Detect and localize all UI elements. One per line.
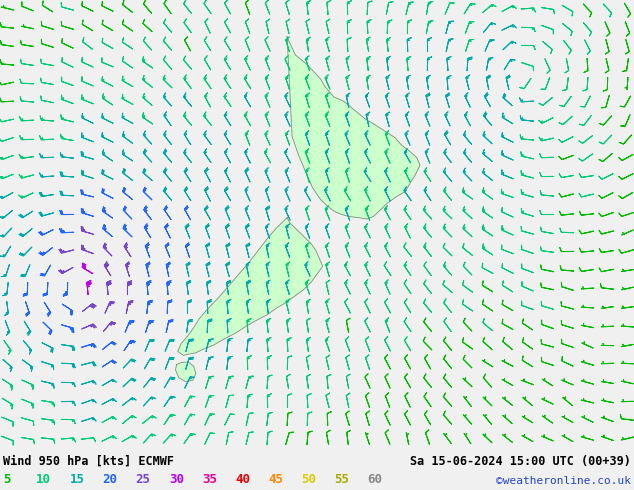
Text: 45: 45 — [268, 473, 283, 487]
Text: 10: 10 — [36, 473, 51, 487]
Polygon shape — [178, 218, 323, 355]
Text: Sa 15-06-2024 15:00 UTC (00+39): Sa 15-06-2024 15:00 UTC (00+39) — [410, 455, 631, 468]
Polygon shape — [287, 37, 420, 219]
Text: 60: 60 — [368, 473, 383, 487]
Text: 15: 15 — [70, 473, 84, 487]
Text: ©weatheronline.co.uk: ©weatheronline.co.uk — [496, 476, 631, 487]
Text: Wind 950 hPa [kts] ECMWF: Wind 950 hPa [kts] ECMWF — [3, 455, 174, 468]
Text: 30: 30 — [169, 473, 184, 487]
Text: 55: 55 — [335, 473, 349, 487]
Text: 25: 25 — [136, 473, 151, 487]
Text: 20: 20 — [103, 473, 117, 487]
Text: 50: 50 — [301, 473, 316, 487]
Text: 40: 40 — [235, 473, 250, 487]
Text: 35: 35 — [202, 473, 217, 487]
Polygon shape — [176, 362, 196, 382]
Text: 5: 5 — [3, 473, 11, 487]
